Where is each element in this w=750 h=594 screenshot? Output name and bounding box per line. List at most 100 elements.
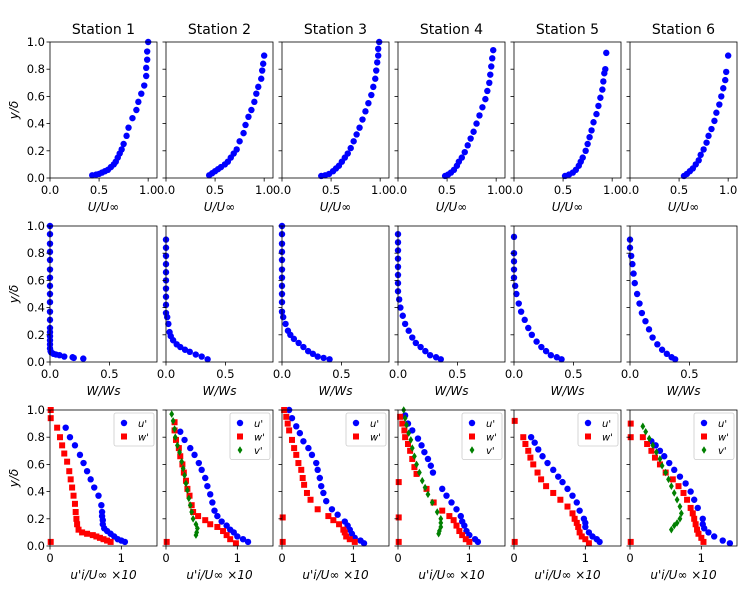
data-point [675,483,682,490]
data-point [83,468,91,475]
data-point [424,455,432,463]
data-point [288,414,296,422]
data-point [489,55,496,62]
data-point [521,316,528,324]
data-point [668,525,674,534]
x-axis-label: U/U∞ [668,200,700,214]
data-point [530,461,537,468]
data-point [316,474,324,482]
data-point [406,429,412,437]
data-point [198,466,205,474]
data-point [684,496,691,503]
data-point [511,282,519,290]
data-point [559,478,566,486]
x-axis-label: W/Ws [434,384,468,398]
data-point [671,466,678,474]
data-point [186,494,192,503]
legend-label: w' [370,433,381,444]
data-point [359,116,366,123]
data-point [629,260,636,268]
data-point [457,512,464,520]
data-point [700,146,707,153]
series-u-prime [648,438,734,547]
data-point [588,127,595,134]
data-point [462,536,469,543]
data-point [372,75,379,82]
data-point [409,334,416,341]
data-point [341,529,348,536]
data-point [602,66,609,73]
legend-label: w' [486,433,497,444]
series-w-prime [511,417,592,547]
panel-row3-station6: 0 1 u'i/U∞ ×10 u' w' v' [626,409,738,582]
data-point [350,138,357,145]
data-point [362,108,369,115]
axes-frame [629,409,738,547]
data-point [177,343,184,351]
data-point [71,500,78,507]
data-point [330,517,337,524]
data-point [204,482,211,490]
data-point [723,68,730,76]
series-v-prime [401,406,444,538]
y-tick-label: 0.2 [27,512,45,526]
data-point [163,313,171,321]
data-point [104,537,111,544]
data-point [223,532,230,539]
data-point [323,497,330,505]
axes-frame [629,41,738,179]
data-point [648,447,655,454]
x-tick-label: 0.0 [621,367,639,381]
data-point [409,427,416,434]
data-point [214,512,221,520]
x-tick-label: 0.5 [438,183,456,197]
x-tick-label: 0 [394,551,401,565]
data-point [669,476,676,483]
data-point [636,300,643,307]
legend-marker [469,446,475,454]
axes-frame [513,225,622,363]
data-point [722,76,729,84]
data-point [314,466,321,474]
data-point [351,538,358,545]
axes-frame [397,41,506,179]
data-point [576,529,583,536]
legend-marker [237,446,243,454]
data-point [676,473,684,480]
data-point [143,72,150,80]
data-point [209,499,216,506]
data-point [303,489,310,496]
x-axis-label: U/U∞ [88,200,120,214]
data-point [695,530,702,537]
data-point [305,444,312,452]
data-point [645,326,653,333]
data-point [304,347,312,355]
data-point [407,447,414,454]
data-point [663,350,671,358]
data-point [691,496,698,503]
y-tick-label: 0.2 [27,328,45,342]
data-point [375,52,382,59]
data-point [573,499,580,506]
series-v-prime [169,410,200,539]
station-title: Station 2 [188,22,251,38]
data-point [674,495,680,504]
data-point [436,529,442,538]
axes-frame [513,41,622,179]
x-axis-label: W/Ws [318,384,352,398]
y-tick-label: 0.0 [27,539,45,553]
x-tick-label: 0.0 [273,183,291,197]
data-point [233,146,240,153]
data-point [586,134,593,141]
y-tick-label: 0.4 [27,117,45,131]
legend-marker [469,433,475,440]
legend-label: u' [370,419,379,430]
data-point [682,480,689,487]
data-point [73,515,80,522]
y-tick-label: 1.0 [27,219,45,233]
data-point [244,538,252,546]
data-point [525,324,532,332]
data-point [409,455,416,462]
data-point [170,417,176,425]
data-point [687,504,694,511]
